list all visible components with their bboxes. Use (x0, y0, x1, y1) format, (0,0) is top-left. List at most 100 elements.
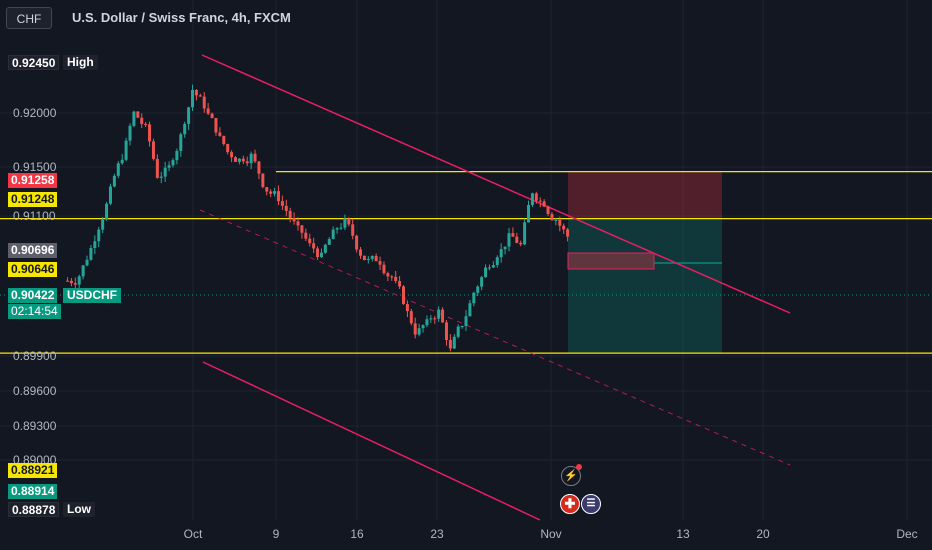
candle-body (491, 265, 495, 268)
candle-body (495, 257, 499, 266)
candle-body (241, 158, 245, 162)
entry-box (567, 252, 655, 270)
candle-body (452, 336, 456, 349)
symbol-tag: USDCHF (63, 288, 121, 303)
candle-body (386, 273, 390, 277)
candle-body (351, 224, 355, 236)
candle-body (370, 255, 374, 259)
candle-body (448, 339, 452, 349)
y-tick-label: 0.91500 (13, 160, 57, 174)
yellow-low-price-tag: 0.88921 (8, 463, 58, 478)
candle-body (101, 219, 105, 230)
candle-body (511, 233, 515, 237)
candle-body (456, 326, 460, 337)
candle-body (73, 283, 77, 285)
candle-body (347, 218, 351, 225)
candles (66, 84, 570, 352)
candle-body (273, 191, 277, 194)
candle-body (402, 286, 405, 305)
low-price-tag: 0.88878 (8, 502, 60, 517)
x-tick-label: 9 (272, 527, 280, 541)
candle-body (487, 267, 491, 269)
candle-body (77, 276, 81, 285)
candle-body (284, 205, 288, 211)
candle-body (89, 247, 93, 260)
candle-body (499, 249, 503, 258)
candle-body (554, 219, 558, 221)
chart-grid (0, 0, 932, 520)
candle-body (534, 193, 538, 201)
notification-dot (576, 464, 582, 470)
candle-body (444, 322, 448, 340)
y-tick-label: 0.91100 (13, 209, 56, 223)
candle-body (437, 309, 441, 319)
candle-body (523, 222, 527, 245)
candle-body (327, 239, 331, 245)
candle-body (359, 249, 363, 256)
candle-body (116, 163, 120, 176)
candle-body (159, 176, 163, 178)
candle-body (405, 304, 409, 312)
candle-body (538, 200, 542, 202)
gray-price-tag: 0.90696 (8, 243, 58, 258)
x-tick-label: Oct (183, 527, 203, 541)
candle-body (108, 186, 112, 204)
red-price-tag: 0.91258 (8, 173, 58, 188)
candle-body (382, 264, 386, 274)
candle-body (194, 90, 198, 96)
lightning-icon[interactable]: ⚡ (561, 466, 581, 486)
chart-title: U.S. Dollar / Swiss Franc, 4h, FXCM (72, 10, 291, 25)
candle-body (398, 281, 402, 287)
candle-body (472, 292, 476, 304)
candle-body (226, 144, 230, 153)
candle-body (366, 258, 370, 261)
channel-upper-line (201, 54, 791, 314)
candle-body (374, 255, 378, 262)
swiss-flag-icon[interactable]: ✚ (560, 494, 580, 514)
candle-body (155, 158, 159, 178)
candle-body (128, 125, 132, 141)
candle-body (69, 280, 73, 284)
candle-body (81, 265, 85, 277)
candle-body (530, 193, 534, 205)
candle-body (300, 225, 304, 233)
symbol-search-button[interactable]: CHF (6, 7, 52, 29)
x-tick-label: 23 (430, 527, 444, 541)
yellow-top-price-tag: 0.91248 (8, 192, 58, 207)
candle-body (480, 277, 484, 287)
y-tick-label: 0.92000 (13, 106, 57, 120)
drawing-lines (0, 54, 932, 521)
candle-body (335, 228, 339, 230)
candle-body (276, 191, 280, 202)
candle-body (132, 111, 136, 126)
candle-body (331, 229, 335, 240)
x-tick-label: 13 (676, 527, 690, 541)
candle-body (85, 259, 89, 266)
candle-body (413, 323, 417, 335)
candle-body (265, 187, 269, 192)
candle-body (214, 118, 218, 133)
x-tick-label: 16 (350, 527, 364, 541)
candle-body (546, 206, 550, 215)
candle-body (124, 140, 128, 160)
candle-body (218, 132, 222, 136)
candle-body (187, 107, 191, 124)
candle-body (296, 221, 300, 226)
green-price-tag: 0.88914 (8, 484, 58, 499)
candle-body (355, 235, 359, 250)
yellow-mid-price-tag: 0.90646 (8, 262, 58, 277)
us-flag-icon[interactable]: ☰ (581, 494, 601, 514)
candle-body (288, 210, 292, 219)
candle-body (421, 325, 425, 329)
candle-body (183, 123, 187, 135)
candle-body (202, 96, 206, 109)
candle-body (476, 286, 480, 293)
candle-body (167, 165, 171, 168)
x-tick-label: 20 (756, 527, 770, 541)
candle-body (140, 117, 144, 124)
candle-body (261, 173, 265, 188)
candle-body (280, 201, 284, 206)
candle-body (249, 153, 253, 164)
candle-body (148, 124, 152, 142)
